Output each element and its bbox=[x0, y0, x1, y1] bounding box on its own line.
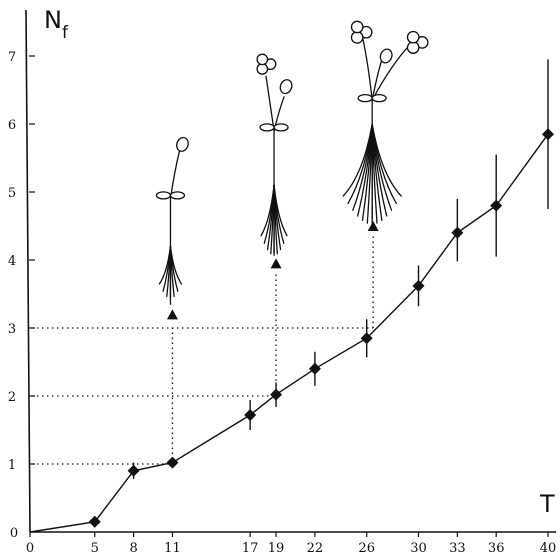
cotyledon-left bbox=[259, 123, 275, 132]
x-tick-label-17: 17 bbox=[242, 541, 259, 556]
root bbox=[169, 245, 183, 285]
x-tick-label-11: 11 bbox=[164, 541, 181, 556]
petiole-1 bbox=[265, 75, 275, 132]
series-line-1 bbox=[29, 133, 549, 533]
triangle-marker-3 bbox=[367, 221, 379, 231]
data-point-19 bbox=[270, 388, 283, 401]
guide-lines bbox=[32, 221, 379, 465]
leaflet bbox=[256, 53, 269, 66]
data-point-40 bbox=[542, 128, 554, 141]
cotyledon-right bbox=[169, 191, 186, 200]
data-series bbox=[29, 59, 554, 533]
cotyledon-left bbox=[357, 94, 373, 103]
leaflet bbox=[350, 20, 364, 34]
leaf bbox=[379, 48, 393, 64]
plant-stage-3 bbox=[342, 20, 429, 225]
y-tick-label-1: 1 bbox=[8, 458, 16, 473]
y-tick-label-2: 2 bbox=[8, 390, 16, 405]
x-tick-label-33: 33 bbox=[449, 541, 466, 556]
axes: 0 5 8 11 17 19 22 26 30 33 36 40 0 1 2 3 4 5 6 7 bbox=[8, 9, 557, 556]
data-point-36 bbox=[490, 199, 503, 212]
data-point-30 bbox=[412, 279, 425, 292]
x-tick-label-8: 8 bbox=[129, 541, 137, 556]
leaflet bbox=[406, 30, 420, 44]
leaf bbox=[279, 79, 293, 95]
y-axis-label-subscript: f bbox=[62, 23, 69, 43]
cotyledon-left bbox=[155, 191, 172, 200]
root bbox=[347, 123, 373, 205]
petiole-1 bbox=[361, 34, 373, 101]
leaflet bbox=[406, 41, 420, 54]
y-tick-label-3: 3 bbox=[8, 322, 16, 337]
cotyledon-right bbox=[371, 94, 387, 103]
x-tick-label-26: 26 bbox=[358, 541, 375, 556]
data-point-11 bbox=[166, 456, 179, 469]
y-tick-label-5: 5 bbox=[8, 186, 16, 201]
x-tick-label-36: 36 bbox=[488, 541, 505, 556]
y-tick-label-6: 6 bbox=[8, 118, 16, 133]
root bbox=[273, 184, 288, 237]
data-point-17 bbox=[244, 409, 257, 422]
y-axis-line bbox=[25, 9, 31, 533]
x-tick-label-30: 30 bbox=[410, 541, 427, 556]
cotyledon-right bbox=[273, 123, 289, 132]
plant-stage-1 bbox=[155, 136, 189, 305]
triangle-marker-2 bbox=[270, 258, 282, 269]
leaflet bbox=[350, 31, 364, 44]
x-tick-label-22: 22 bbox=[307, 541, 324, 556]
plant-stage-2 bbox=[256, 53, 293, 256]
x-tick-label-19: 19 bbox=[268, 541, 285, 556]
y-axis-label: N bbox=[44, 6, 62, 34]
stem bbox=[169, 150, 181, 305]
data-point-33 bbox=[451, 226, 464, 239]
x-axis-label: T bbox=[539, 490, 555, 518]
root bbox=[371, 123, 397, 205]
leaf bbox=[176, 136, 189, 152]
triangle-marker-1 bbox=[166, 309, 178, 320]
plant-drawings bbox=[155, 20, 429, 305]
x-tick-label-40: 40 bbox=[540, 541, 557, 556]
y-tick-label-0: 0 bbox=[10, 526, 18, 541]
data-point-8 bbox=[127, 464, 140, 477]
x-tick-label-5: 5 bbox=[91, 541, 99, 556]
root bbox=[371, 123, 402, 197]
y-tick-label-4: 4 bbox=[8, 254, 16, 269]
x-tick-label-0: 0 bbox=[26, 541, 34, 556]
data-point-5 bbox=[88, 515, 101, 528]
y-tick-label-7: 7 bbox=[8, 50, 16, 65]
data-point-22 bbox=[308, 362, 321, 375]
data-point-26 bbox=[360, 332, 373, 345]
